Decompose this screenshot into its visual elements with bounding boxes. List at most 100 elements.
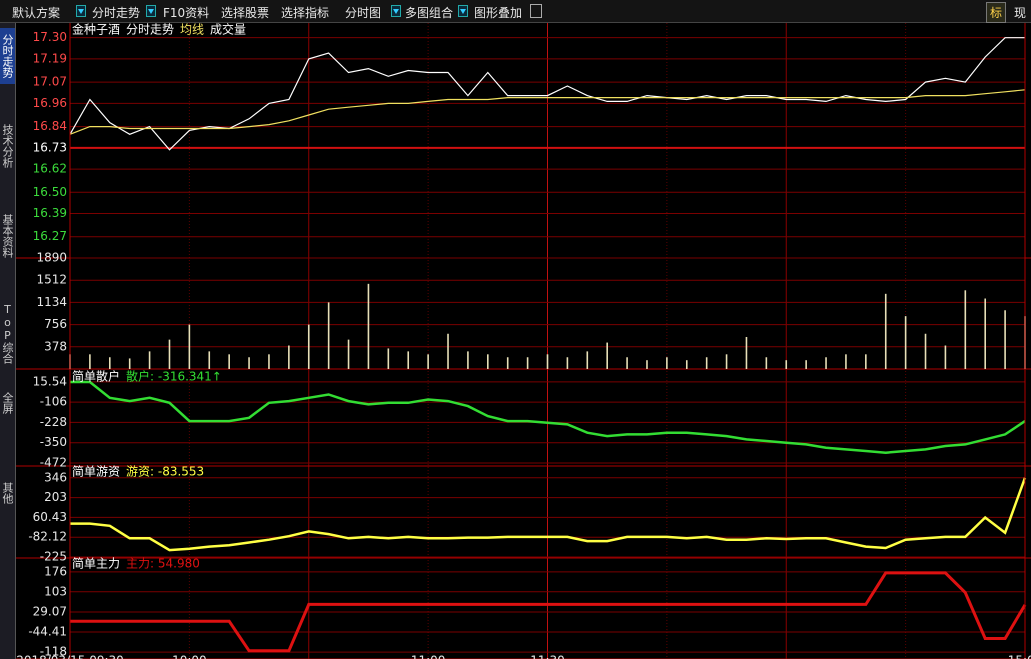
toolbar-button[interactable]: 多图组合 [405, 6, 454, 20]
volume-bar [865, 354, 867, 369]
volume-bar [546, 354, 549, 369]
chart-title: 成交量 [210, 22, 246, 37]
dropdown[interactable] [458, 5, 468, 17]
volume-bar [248, 357, 250, 369]
dropdown[interactable] [76, 5, 86, 17]
y-tick-label: 346 [44, 470, 67, 484]
y-tick-label: -350 [40, 435, 67, 449]
x-tick-label: 10:00 [172, 654, 207, 659]
volume-bar [288, 345, 290, 369]
x-tick-label: 15:00 [1008, 654, 1031, 659]
legend-entry: 均线 [180, 23, 204, 37]
y-tick-label: 29.07 [33, 604, 67, 618]
y-tick-label: -225 [40, 550, 67, 564]
sidebar-tab[interactable]: 全屏 [1, 392, 14, 414]
toolbar-button[interactable]: 图形叠加 [474, 6, 523, 20]
volume-bar [228, 354, 230, 369]
volume-bar [586, 351, 589, 369]
volume-bar [944, 345, 947, 369]
y-tick-label: 103 [44, 584, 67, 598]
sidebar-tab[interactable]: 分时走势 [0, 28, 15, 84]
y-tick-label: 60.43 [33, 510, 67, 524]
y-tick-label: 16.96 [33, 96, 67, 110]
toolbar-button[interactable]: 选择指标 [281, 6, 330, 20]
y-tick-label: 16.62 [33, 162, 67, 176]
volume-bar [666, 357, 668, 369]
volume-bar [327, 302, 330, 369]
sidebar-tab[interactable]: 技术分析 [1, 124, 14, 168]
toolbar-button[interactable]: 标 [986, 2, 1007, 23]
volume-bar [268, 354, 270, 369]
chart-title: 简单主力 [72, 557, 120, 571]
y-tick-label: -472 [40, 456, 67, 470]
volume-bar [964, 290, 967, 369]
dropdown[interactable] [146, 5, 156, 17]
toolbar-button[interactable]: F10资料 [163, 6, 210, 20]
y-tick-label: 1134 [36, 295, 67, 309]
sidebar-tab[interactable]: 基本资料 [1, 214, 14, 258]
volume-bar [407, 351, 410, 369]
toolbar-button[interactable]: 分时走势 [92, 6, 141, 20]
toolbar-button[interactable]: 默认方案 [12, 6, 61, 20]
y-tick-label: 203 [44, 490, 67, 504]
x-tick-label: 2018/03/15 09:30 [16, 654, 124, 659]
toolbar: 默认方案 分时走势 F10资料 选择股票 选择指标 分时图 多图组合 图形叠加 … [0, 0, 1031, 23]
volume-bar [566, 357, 569, 369]
volume-bar [168, 339, 171, 369]
lock-icon[interactable] [530, 4, 542, 18]
volume-bar [984, 298, 987, 369]
dropdown[interactable] [391, 5, 401, 17]
volume-bar [725, 354, 728, 369]
toolbar-button[interactable]: 选择股票 [221, 6, 270, 20]
legend-entry: 分时走势 [126, 23, 174, 37]
series-line [69, 89, 1026, 135]
volume-bar [447, 333, 449, 369]
readout: 主力: 54.980 [126, 557, 200, 571]
chart-title: 金种子酒 [72, 22, 120, 37]
readout: 散户: -316.341↑ [126, 369, 222, 384]
y-tick-label: 16.84 [33, 119, 67, 133]
toolbar-button[interactable]: 现 [1014, 6, 1027, 20]
y-tick-label: 16.27 [33, 229, 67, 243]
toolbar-button[interactable]: 分时图 [345, 6, 382, 20]
y-tick-label: 16.50 [33, 185, 67, 199]
volume-bar [805, 360, 807, 369]
volume-bar [108, 357, 111, 369]
y-tick-label: -228 [40, 415, 67, 429]
readout: 游资: -83.553 [126, 465, 204, 479]
volume-bar [526, 357, 529, 369]
sidebar-tab[interactable]: 其他 [1, 482, 14, 504]
y-tick-label: 1890 [36, 251, 67, 265]
y-tick-label: 15.54 [33, 374, 67, 388]
y-tick-label: -82.12 [28, 530, 67, 544]
x-tick-label: 11:00 [411, 654, 446, 659]
x-tick-label: 11:30 [530, 654, 565, 659]
volume-bar [845, 354, 847, 369]
y-tick-label: 378 [44, 339, 67, 353]
volume-bar [367, 283, 370, 369]
y-tick-label: 16.39 [33, 206, 67, 220]
volume-bar [128, 358, 131, 369]
y-tick-label: 16.73 [33, 140, 67, 154]
volume-bar [904, 316, 907, 369]
volume-bar [487, 354, 489, 369]
volume-bar [467, 351, 469, 369]
y-tick-label: 17.07 [33, 75, 67, 89]
y-tick-label: -44.41 [28, 625, 67, 639]
y-tick-label: 17.19 [33, 51, 67, 65]
volume-bar [307, 324, 310, 369]
volume-bar [427, 354, 429, 369]
volume-bar [506, 357, 509, 369]
sidebar-tab[interactable]: ToP综合 [1, 302, 14, 364]
y-tick-label: 756 [44, 317, 67, 331]
y-tick-label: 1512 [36, 273, 67, 287]
series-line [70, 380, 1026, 454]
volume-bar [745, 336, 748, 369]
chart-title: 简单散户 [72, 369, 120, 384]
volume-bar [705, 357, 708, 369]
volume-bar [825, 357, 827, 369]
volume-bar [924, 333, 927, 369]
volume-bar [685, 360, 688, 369]
volume-bar [765, 357, 768, 369]
